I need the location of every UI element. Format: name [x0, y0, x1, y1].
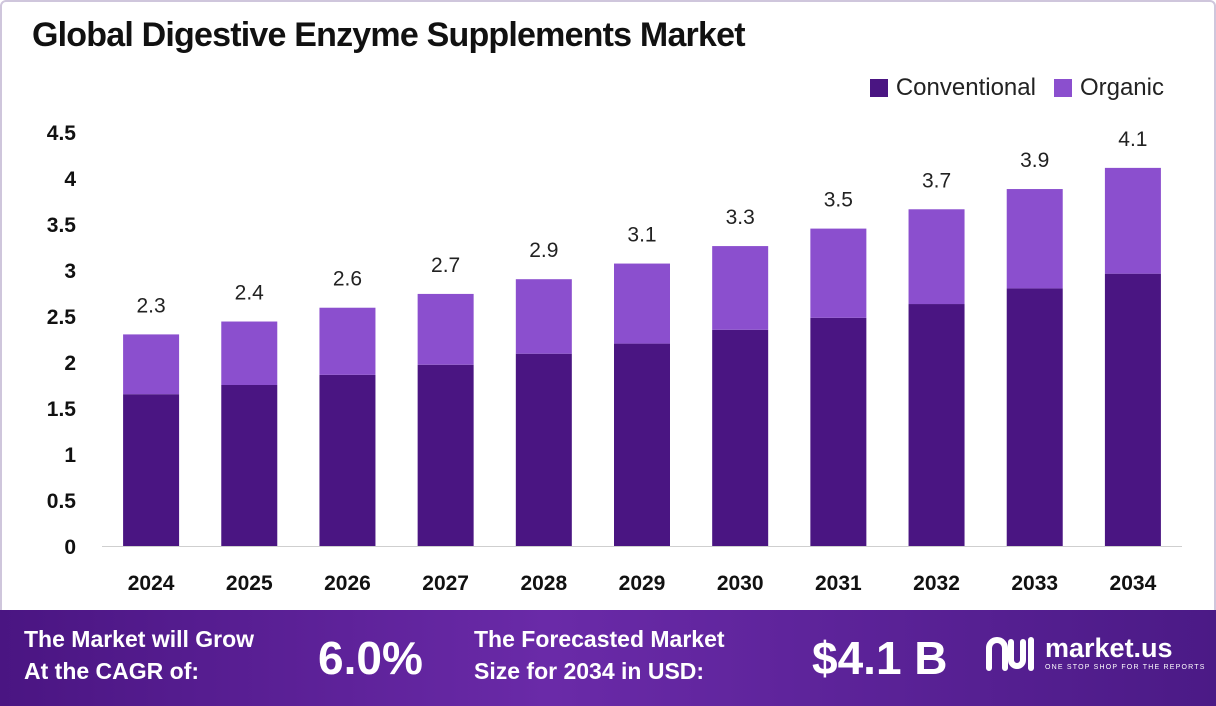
y-tick-label: 0.5 — [47, 490, 77, 513]
x-tick-label: 2029 — [619, 572, 666, 595]
bar-total-label: 2.7 — [431, 254, 460, 277]
bar-total-label: 3.1 — [627, 224, 656, 247]
bar-total-label: 3.9 — [1020, 149, 1049, 172]
legend-label-organic: Organic — [1079, 74, 1164, 101]
legend-label-conventional: Conventional — [895, 74, 1036, 101]
bar-organic-2024 — [123, 334, 180, 395]
bar-total-label: 4.1 — [1118, 128, 1147, 151]
forecast-label-line2: Size for 2034 in USD: — [474, 658, 705, 684]
chart-title: Global Digestive Enzyme Supplements Mark… — [32, 16, 746, 54]
forecast-label-line1: The Forecasted Market — [474, 626, 725, 652]
bar-total-label: 3.5 — [824, 189, 853, 212]
bar-total-label: 3.3 — [726, 206, 755, 229]
x-tick-label: 2027 — [422, 572, 469, 595]
footer-banner: The Market will Grow At the CAGR of: 6.0… — [0, 610, 1216, 706]
legend-swatch-conventional — [869, 79, 888, 97]
bar-organic-2034 — [1104, 167, 1161, 274]
x-tick-label: 2032 — [913, 572, 960, 595]
bar-conventional-2024 — [123, 394, 180, 546]
bar-organic-2032 — [908, 209, 965, 305]
x-tick-label: 2034 — [1110, 572, 1157, 595]
bar-conventional-2033 — [1006, 288, 1063, 546]
bar-total-label: 2.6 — [333, 268, 362, 291]
legend: Conventional Organic — [869, 74, 1164, 102]
legend-item-conventional: Conventional — [869, 74, 1036, 102]
y-tick-label: 4 — [64, 168, 76, 191]
bar-organic-2026 — [319, 307, 376, 375]
bar-organic-2028 — [515, 279, 572, 354]
marketus-logo-icon — [986, 637, 1034, 671]
legend-swatch-organic — [1053, 79, 1072, 97]
bar-conventional-2026 — [319, 374, 376, 546]
bar-conventional-2027 — [417, 364, 474, 546]
x-tick-label: 2033 — [1011, 572, 1058, 595]
bar-conventional-2025 — [221, 385, 278, 546]
bar-organic-2033 — [1006, 189, 1063, 289]
y-tick-label: 1 — [64, 444, 76, 467]
logo-tagline: ONE STOP SHOP FOR THE REPORTS — [1045, 664, 1206, 671]
bar-conventional-2028 — [515, 353, 572, 546]
bar-total-label: 2.3 — [136, 294, 165, 317]
forecast-value: $4.1 B — [812, 632, 948, 684]
x-tick-label: 2028 — [520, 572, 567, 595]
y-tick-label: 2 — [64, 352, 76, 375]
x-tick-label: 2026 — [324, 572, 371, 595]
y-tick-label: 2.5 — [47, 306, 77, 329]
bar-total-label: 2.4 — [235, 282, 265, 305]
bar-organic-2027 — [417, 293, 474, 365]
bar-conventional-2030 — [712, 329, 769, 546]
stacked-bar-chart: 0 0.5 1 1.5 2 2.5 3 3.5 4 4.5 2.3 2024 2.4 2025 2.6 202… — [47, 122, 1182, 595]
bar-organic-2025 — [221, 321, 278, 385]
x-tick-label: 2025 — [226, 572, 273, 595]
x-tick-label: 2030 — [717, 572, 764, 595]
y-tick-label: 3.5 — [47, 214, 77, 237]
x-tick-label: 2024 — [128, 572, 175, 595]
y-tick-label: 0 — [64, 536, 76, 559]
bar-total-label: 3.7 — [922, 169, 951, 192]
y-tick-label: 3 — [64, 260, 76, 283]
legend-item-organic: Organic — [1053, 74, 1164, 102]
y-tick-label: 4.5 — [47, 122, 77, 145]
bar-organic-2031 — [810, 228, 867, 318]
cagr-value: 6.0% — [318, 632, 423, 684]
logo-name: market.us — [1045, 633, 1173, 663]
cagr-label-line1: The Market will Grow — [24, 626, 255, 652]
bar-organic-2029 — [614, 263, 670, 344]
bar-conventional-2029 — [614, 343, 670, 546]
forecast-label: The Forecasted Market Size for 2034 in U… — [474, 623, 725, 687]
marketus-logo-text: market.us ONE STOP SHOP FOR THE REPORTS — [1045, 634, 1206, 674]
bar-conventional-2031 — [810, 317, 867, 546]
bar-total-label: 2.9 — [529, 239, 558, 262]
bar-conventional-2032 — [908, 304, 965, 546]
cagr-label-line2: At the CAGR of: — [24, 658, 200, 684]
bar-organic-2030 — [712, 246, 769, 330]
x-tick-label: 2031 — [815, 572, 862, 595]
bar-conventional-2034 — [1104, 273, 1161, 546]
marketus-logo: market.us ONE STOP SHOP FOR THE REPORTS — [985, 634, 1206, 674]
cagr-label: The Market will Grow At the CAGR of: — [24, 623, 254, 687]
y-tick-label: 1.5 — [47, 398, 77, 421]
